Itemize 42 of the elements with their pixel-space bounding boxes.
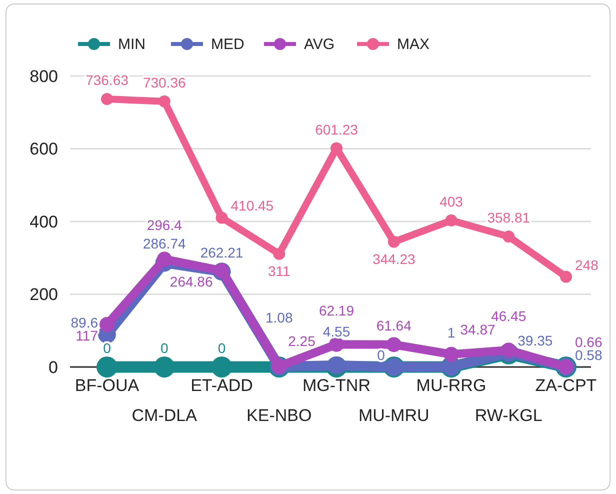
legend-label: MED — [211, 36, 244, 53]
data-label: 262.21 — [200, 244, 244, 261]
data-label: 4.55 — [322, 323, 350, 340]
data-label: 62.19 — [318, 302, 354, 318]
data-label: 410.45 — [230, 198, 274, 214]
x-tick-label: BF-OUA — [74, 376, 140, 395]
y-tick-label: 400 — [30, 212, 58, 232]
data-label: 286.74 — [142, 236, 186, 252]
x-tick-label: ZA-CPT — [535, 376, 597, 395]
data-label: 403 — [440, 193, 464, 210]
data-label: 1 — [447, 324, 456, 341]
x-tick-label: CM-DLA — [132, 406, 198, 425]
data-label: 601.23 — [315, 121, 358, 138]
x-tick-label: RW-KGL — [474, 406, 542, 425]
x-tick-label: ET-ADD — [190, 376, 253, 395]
data-label: 264.86 — [170, 274, 213, 290]
y-tick-label: 0 — [48, 358, 58, 377]
legend-label: AVG — [304, 36, 335, 53]
data-label: 311 — [268, 262, 290, 279]
data-label: 344.23 — [372, 250, 416, 267]
x-tick-label: MU-RRG — [416, 376, 486, 395]
data-label: 2.25 — [288, 333, 316, 350]
data-label: 61.64 — [376, 318, 412, 334]
data-label: 0 — [103, 340, 112, 356]
data-label: 358.81 — [487, 209, 530, 226]
data-label: 248 — [575, 256, 599, 273]
x-tick-label: MG-TNR — [302, 376, 370, 395]
data-label: 39.35 — [518, 332, 553, 349]
x-tick-label: MU-MRU — [358, 406, 430, 425]
y-tick-label: 800 — [30, 66, 58, 86]
data-label: 0 — [218, 340, 226, 356]
data-label: 0 — [377, 347, 386, 363]
data-label: 0 — [160, 340, 168, 356]
data-label: 1.08 — [266, 310, 293, 326]
legend-label: MIN — [118, 36, 146, 53]
legend-label: MAX — [397, 36, 430, 53]
data-label: 296.4 — [146, 217, 182, 234]
x-tick-label: KE-NBO — [246, 406, 312, 425]
y-tick-label: 600 — [30, 140, 58, 159]
y-tick-label: 200 — [30, 285, 58, 304]
data-label: 736.63 — [86, 72, 129, 88]
data-label: 730.36 — [142, 74, 186, 90]
